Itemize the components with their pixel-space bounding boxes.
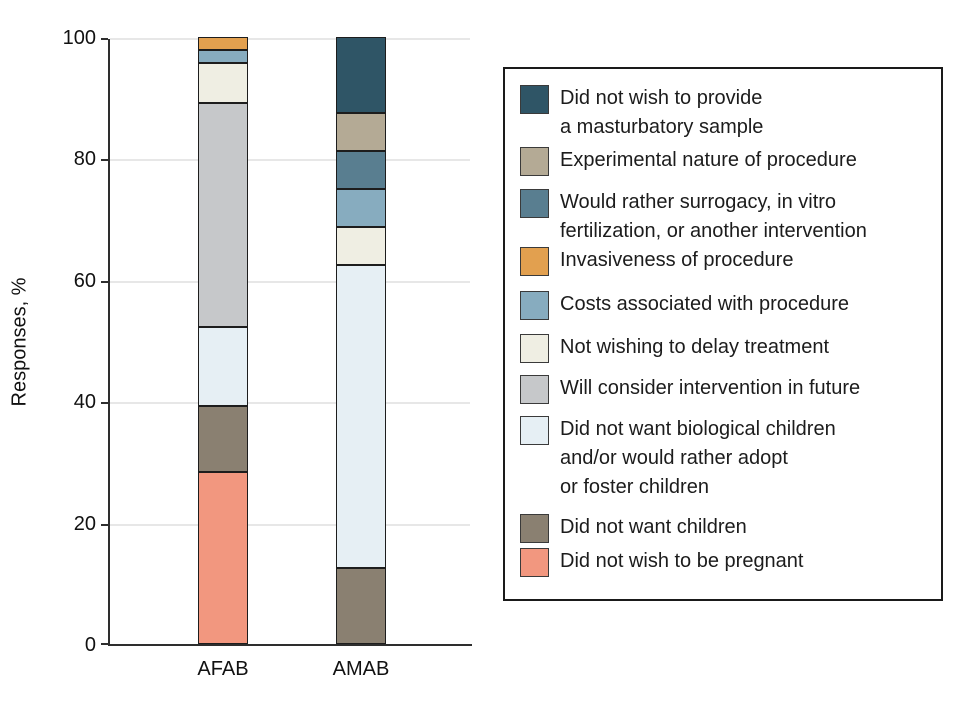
y-tick-label-40: 40 [73,391,96,413]
bar-segment-amab [336,37,386,113]
legend-item-label: Would rather surrogacy, in vitro fertili… [560,191,867,242]
legend-item-label: Did not wish to provide a masturbatory s… [560,87,764,138]
x-label-afab: AFAB [197,658,249,680]
legend-swatch [520,85,549,114]
legend-swatch [520,147,549,176]
gridline-60 [110,281,470,283]
plot-area: 0 20 40 60 80 100 AFAB AMAB [63,27,472,680]
bar-segment-afab [198,406,248,472]
y-tick-label-80: 80 [73,148,96,170]
legend-item-label: Experimental nature of procedure [560,149,857,171]
legend-item-label: Did not wish to be pregnant [560,550,804,572]
legend-swatch [520,334,549,363]
y-tick-40 [101,402,108,404]
bar-segment-amab [336,189,386,227]
legend: Did not wish to provide a masturbatory s… [503,67,943,601]
legend-item-label: Will consider intervention in future [560,377,861,399]
legend-swatch [520,189,549,218]
legend-swatch [520,416,549,445]
y-tick-80 [101,159,108,161]
legend-item-label: Not wishing to delay treatment [560,336,830,358]
legend-swatch [520,247,549,276]
bar-segment-afab [198,37,248,50]
bar-segment-amab [336,227,386,265]
y-tick-100 [101,38,108,40]
legend-item-label: Did not want biological children and/or … [560,418,836,498]
x-label-amab: AMAB [332,658,390,680]
y-tick-0 [101,643,108,645]
y-tick-label-20: 20 [73,513,96,535]
bar-segment-afab [198,472,248,644]
y-tick-label-100: 100 [62,27,96,49]
y-tick-label-0: 0 [84,634,96,656]
bar-segment-amab [336,265,386,568]
gridline-80 [110,159,470,161]
legend-swatch [520,375,549,404]
bar-segment-afab [198,63,248,103]
y-tick-20 [101,524,108,526]
legend-swatch [520,514,549,543]
bar-segment-amab [336,151,386,189]
bar-segment-afab [198,103,248,327]
bar-segment-afab [198,50,248,63]
legend-item-label: Did not want children [560,516,747,538]
legend-swatch [520,291,549,320]
bar-segment-afab [198,327,248,406]
y-axis-title: Responses, % [8,277,31,407]
bar-segment-amab [336,568,386,644]
gridline-40 [110,402,470,404]
gridline-100 [110,38,470,40]
y-tick-label-60: 60 [73,270,96,292]
y-tick-60 [101,281,108,283]
legend-item-label: Costs associated with procedure [560,293,850,315]
legend-swatch [520,548,549,577]
legend-item-label: Invasiveness of procedure [560,249,794,271]
bar-segment-amab [336,113,386,151]
gridline-20 [110,524,470,526]
